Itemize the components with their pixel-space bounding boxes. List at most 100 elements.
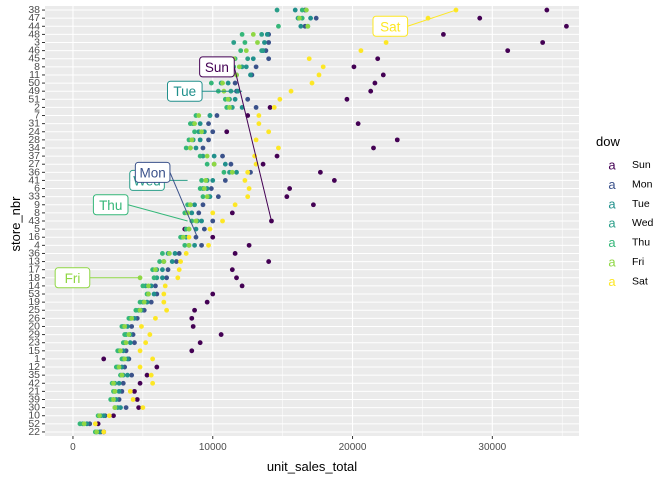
legend-item-fri: a Fri (608, 255, 644, 270)
annotation-box (92, 194, 129, 216)
data-point (187, 121, 193, 127)
data-point (151, 291, 157, 297)
data-point (197, 121, 203, 127)
data-point (119, 372, 125, 378)
data-point (214, 113, 220, 118)
legend-label: Tue (632, 198, 650, 210)
data-point (284, 194, 290, 200)
legend-item-wed: a Wed (608, 216, 653, 231)
series-sat (92, 7, 459, 435)
y-tick-label: 41 (28, 174, 40, 186)
data-point (227, 105, 232, 110)
data-point (174, 259, 179, 264)
y-tick-label: 52 (28, 418, 40, 430)
data-point (287, 186, 293, 191)
data-point (127, 340, 133, 346)
annotation-leader (407, 9, 457, 27)
data-point (266, 56, 272, 62)
annotation-tue: Tue (166, 80, 243, 102)
data-point (306, 56, 312, 62)
data-point (153, 267, 158, 273)
data-point (146, 291, 151, 297)
data-point (264, 31, 270, 37)
legend-key: a (608, 216, 616, 231)
data-point (164, 307, 170, 313)
data-point (199, 178, 204, 183)
y-tick-label: 29 (28, 329, 40, 341)
data-point (120, 380, 126, 386)
data-point (160, 275, 165, 281)
x-axis-ticks: 0 10000 20000 30000 (70, 436, 507, 453)
data-point (199, 129, 204, 135)
y-tick-label: 33 (28, 191, 40, 203)
data-point (208, 80, 214, 86)
data-point (544, 7, 550, 13)
annotation-label: Fri (65, 271, 81, 286)
data-point (116, 380, 122, 386)
data-point (153, 283, 158, 289)
data-point (220, 153, 225, 159)
data-point (229, 169, 235, 175)
data-point (190, 324, 196, 329)
data-point (139, 324, 144, 329)
y-tick-label: 8 (34, 61, 40, 73)
data-point (505, 48, 511, 54)
y-tick-label: 43 (28, 215, 40, 227)
y-tick-label: 9 (34, 199, 40, 211)
data-point (153, 315, 158, 321)
data-point (162, 283, 168, 289)
data-point (331, 178, 337, 183)
y-tick-label: 17 (28, 264, 40, 276)
data-point (201, 186, 207, 191)
legend-item-sat: a Sat (608, 274, 647, 289)
y-tick-label: 53 (28, 288, 40, 300)
annotation-box (199, 56, 235, 78)
data-point (309, 80, 315, 86)
y-tick-label: 45 (28, 53, 40, 65)
data-point (221, 169, 227, 175)
data-point (118, 348, 123, 354)
data-point (130, 397, 136, 402)
data-point (288, 88, 294, 94)
data-point (199, 218, 204, 224)
data-point (201, 226, 207, 232)
data-point (259, 48, 265, 54)
data-point (206, 121, 211, 127)
data-point (148, 372, 154, 378)
data-point (540, 40, 546, 45)
data-point (218, 332, 224, 337)
data-point (134, 397, 140, 402)
legend-key: a (608, 255, 616, 270)
data-point (232, 96, 238, 102)
data-point (125, 372, 130, 378)
data-point (250, 31, 256, 37)
data-point (112, 405, 118, 411)
legend: dow a Sun a Mon a Tue a Wed a Thu a Fri a Sat (596, 134, 654, 289)
data-point (189, 315, 195, 321)
data-point (176, 251, 182, 256)
y-tick-label: 35 (28, 369, 40, 381)
data-point (225, 96, 231, 102)
y-tick-label: 2 (34, 101, 40, 113)
data-point (140, 283, 146, 289)
data-point (267, 105, 273, 110)
data-point (197, 340, 203, 346)
data-point (137, 348, 143, 354)
data-point (183, 251, 189, 256)
y-tick-label: 12 (28, 361, 40, 373)
series-annotations: SatTueWedThuSunMonFri (54, 9, 457, 289)
data-point (210, 129, 216, 135)
data-point (161, 299, 167, 305)
data-point (304, 7, 309, 13)
x-tick-label: 10000 (199, 442, 227, 453)
data-point (255, 40, 260, 45)
data-point (224, 129, 230, 135)
y-tick-label: 50 (28, 77, 40, 89)
data-point (239, 31, 245, 37)
data-point (127, 388, 133, 394)
data-point (292, 7, 298, 13)
data-point (204, 194, 210, 200)
data-point (141, 299, 147, 305)
y-tick-label: 13 (28, 256, 40, 268)
data-point (207, 113, 213, 118)
